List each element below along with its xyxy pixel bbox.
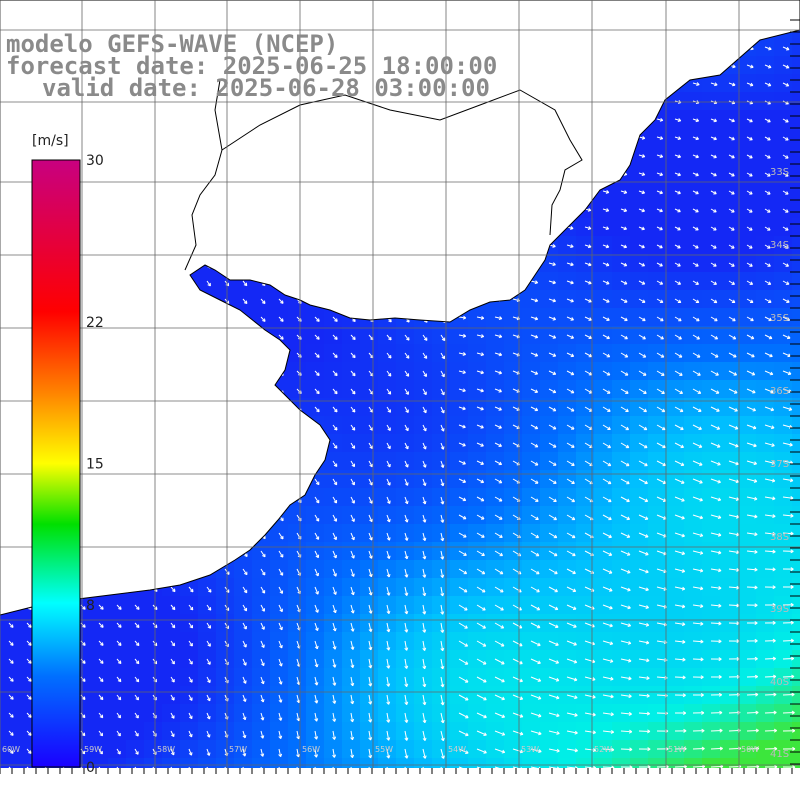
wind-cell	[792, 200, 800, 218]
lon-label: 60W	[2, 745, 20, 754]
lon-label: 50W	[741, 745, 759, 754]
wind-cell	[792, 182, 800, 200]
wind-cell	[792, 452, 800, 470]
lat-label: 37S	[770, 459, 789, 470]
lon-label: 58W	[157, 745, 175, 754]
lon-label: 59W	[84, 745, 102, 754]
wind-cell	[792, 56, 800, 74]
wind-cell	[792, 326, 800, 344]
wind-cell	[792, 506, 800, 524]
lon-label: 54W	[448, 745, 466, 754]
colorbar-tick: 0	[86, 760, 95, 776]
lat-label: 33S	[770, 167, 789, 178]
lat-label: 41S	[770, 749, 789, 760]
colorbar-tick: 30	[86, 153, 104, 169]
wind-cell	[792, 290, 800, 308]
wind-cell	[792, 164, 800, 182]
wind-cell	[792, 380, 800, 398]
wind-cell	[792, 128, 800, 146]
wind-cell	[792, 218, 800, 236]
wind-cell	[792, 236, 800, 254]
lon-label: 51W	[668, 745, 686, 754]
wind-cell	[792, 344, 800, 362]
wind-cell	[792, 254, 800, 272]
lon-label: 57W	[229, 745, 247, 754]
wind-cell	[792, 470, 800, 488]
lat-label: 38S	[770, 532, 789, 543]
wind-cell	[792, 110, 800, 128]
wind-cell	[792, 308, 800, 326]
lat-label: 35S	[770, 313, 789, 324]
wind-cell	[792, 74, 800, 92]
lat-label: 36S	[770, 386, 789, 397]
wind-cell	[792, 272, 800, 290]
lon-label: 56W	[302, 745, 320, 754]
wind-cell	[792, 398, 800, 416]
wind-cell	[792, 146, 800, 164]
wind-cell	[792, 524, 800, 542]
wind-cell	[792, 362, 800, 380]
wind-cell	[792, 92, 800, 110]
colorbar-tick: 8	[86, 598, 95, 614]
colorbar	[31, 159, 81, 768]
colorbar-tick: 22	[86, 315, 104, 331]
lat-label: 34S	[770, 240, 789, 251]
wind-cell	[792, 542, 800, 560]
lat-label: 40S	[770, 677, 789, 688]
colorbar-unit: [m/s]	[32, 133, 69, 149]
lon-label: 52W	[594, 745, 612, 754]
wind-cell	[792, 416, 800, 434]
wind-cell	[792, 488, 800, 506]
lon-label: 53W	[521, 745, 539, 754]
valid-date: valid date: 2025-06-28 03:00:00	[42, 74, 490, 102]
wind-cell	[792, 560, 800, 578]
wind-cell	[792, 434, 800, 452]
lat-label: 39S	[770, 604, 789, 615]
lon-label: 55W	[375, 745, 393, 754]
wind-cell	[792, 38, 800, 56]
colorbar-tick: 15	[86, 457, 104, 473]
